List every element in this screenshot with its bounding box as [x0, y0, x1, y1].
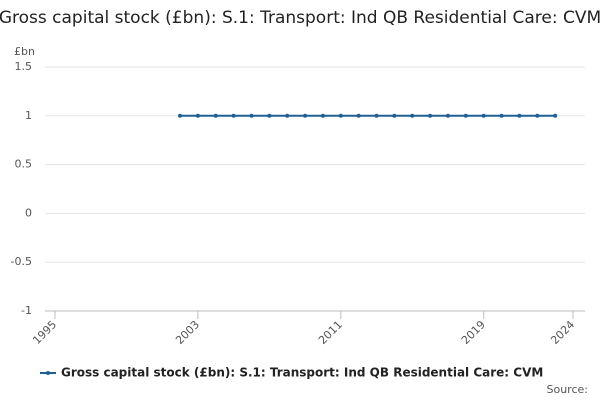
point [535, 113, 540, 118]
point [267, 113, 272, 118]
legend-marker [46, 371, 50, 375]
y-tick-label: 0.5 [15, 158, 33, 171]
point [481, 113, 486, 118]
y-tick-label: 1 [25, 109, 32, 122]
point [231, 113, 236, 118]
point [553, 113, 558, 118]
point [285, 113, 290, 118]
x-tick-label: 2019 [459, 318, 488, 347]
x-tick-label: 1995 [30, 318, 59, 347]
y-tick-label: 1.5 [15, 60, 33, 73]
point [338, 113, 343, 118]
legend-label: Gross capital stock (£bn): S.1: Transpor… [61, 366, 543, 380]
y-tick-label: -0.5 [11, 255, 32, 268]
source: Source: [547, 383, 589, 396]
point [195, 113, 200, 118]
point [178, 113, 183, 118]
point [356, 113, 361, 118]
point [410, 113, 415, 118]
point [213, 113, 218, 118]
point [445, 113, 450, 118]
point [463, 113, 468, 118]
y-tick-label: 0 [25, 206, 32, 219]
point [374, 113, 379, 118]
point [517, 113, 522, 118]
point [303, 113, 308, 118]
x-tick-label: 2024 [548, 318, 577, 347]
point [428, 113, 433, 118]
x-tick-label: 2003 [173, 318, 202, 347]
y-unit: £bn [14, 45, 35, 58]
chart-title: Gross capital stock (£bn): S.1: Transpor… [0, 8, 600, 28]
point [249, 113, 254, 118]
point [499, 113, 504, 118]
point [320, 113, 325, 118]
point [392, 113, 397, 118]
x-tick-label: 2011 [316, 318, 345, 347]
y-tick-label: -1 [21, 304, 32, 317]
